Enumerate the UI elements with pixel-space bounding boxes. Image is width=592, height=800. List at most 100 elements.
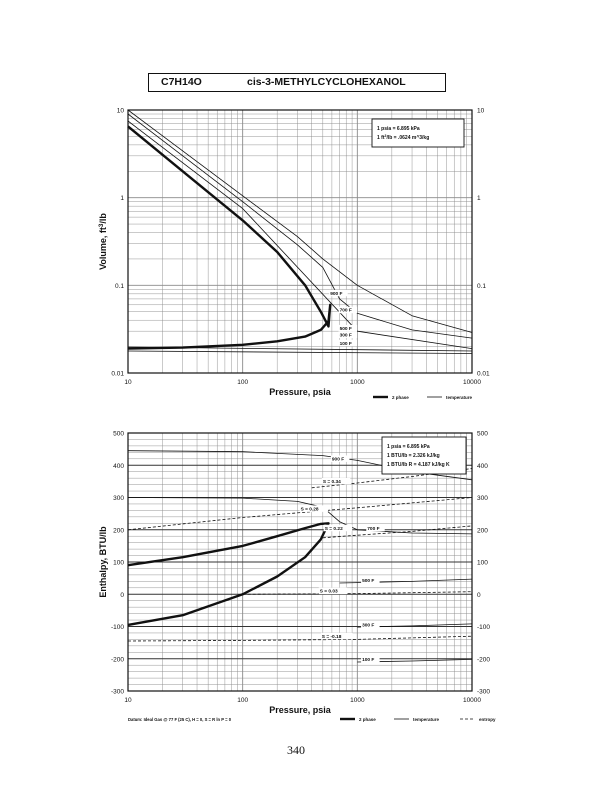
curve-label: S = 0.22 — [325, 526, 343, 532]
curve-label: 100 F — [362, 657, 374, 663]
x-tick-label: 10000 — [463, 697, 481, 704]
y-tick-label: -200 — [111, 656, 124, 663]
curve-label-bg — [338, 306, 358, 314]
curve-label-bg — [361, 576, 380, 584]
temperature-line — [127, 497, 473, 535]
y-tick-label: 400 — [113, 463, 124, 470]
y-tick-label: 0.1 — [115, 283, 124, 290]
grid — [128, 433, 472, 691]
y-tick-label: 300 — [113, 495, 124, 502]
curve-label: 500 F — [340, 326, 352, 332]
curve-label: 900 F — [332, 456, 344, 462]
x-axis-label: Pressure, psia — [269, 705, 332, 715]
page-number: 340 — [287, 743, 305, 757]
y-tick-label: 500 — [113, 431, 124, 438]
conversion-text: 1 psia = 6.895 kPa — [387, 444, 430, 450]
y-tick-label-right: 400 — [477, 463, 488, 470]
y-tick-label: -300 — [111, 689, 124, 696]
curve-label: 100 F — [340, 341, 352, 347]
y-tick-label: 200 — [113, 527, 124, 534]
temperature-line — [127, 113, 473, 339]
entropy-line — [242, 591, 473, 595]
curve-label: 900 F — [330, 291, 342, 297]
entropy-line — [127, 497, 473, 531]
curve-label: 500 F — [362, 578, 374, 584]
legend-label: entropy — [479, 717, 496, 722]
temperature-line — [127, 109, 473, 333]
curve-label-bg — [361, 656, 380, 663]
y-tick-label-right: -200 — [477, 656, 490, 663]
conversion-text: 1 ft3/lb = .0624 m^3/kg — [377, 134, 429, 141]
entropy-line — [322, 525, 473, 539]
two-phase-curve — [127, 522, 330, 627]
curve-label: S = 0.34 — [323, 479, 341, 485]
temperature-line — [127, 346, 473, 352]
curve-label-bg — [320, 632, 353, 640]
y-tick-label-right: 100 — [477, 560, 488, 567]
y-tick-label: 10 — [117, 108, 125, 115]
y-tick-label-right: 10 — [477, 108, 485, 115]
y-tick-label-right: 300 — [477, 495, 488, 502]
x-tick-label: 100 — [237, 697, 248, 704]
legend-label: 2 phase — [392, 395, 409, 400]
y-tick-label-right: -300 — [477, 689, 490, 696]
conversion-text: 1 BTU/lb = 2.326 kJ/kg — [387, 453, 440, 459]
datum-note: Datum: Ideal Gas @ 77 F (25 C), H = 0, S… — [128, 717, 232, 722]
x-tick-label: 10 — [124, 379, 132, 386]
y-tick-label-right: 200 — [477, 527, 488, 534]
x-tick-label: 100 — [237, 379, 248, 386]
curve-label: 300 F — [340, 333, 352, 339]
compound-name: cis-3-METHYLCYCLOHEXANOL — [247, 76, 406, 88]
grid — [128, 110, 472, 373]
curve-label-bg — [361, 621, 380, 628]
x-tick-label: 1000 — [350, 697, 365, 704]
y-tick-label: 0 — [120, 592, 124, 599]
y-tick-label-right: 500 — [477, 431, 488, 438]
x-tick-label: 10000 — [463, 379, 481, 386]
curve-label-bg — [299, 505, 328, 512]
y-tick-label: -100 — [111, 624, 124, 631]
y-tick-label-right: 1 — [477, 195, 481, 202]
curve-label: S = 0.28 — [301, 506, 319, 512]
y-tick-label-right: 0 — [477, 592, 481, 599]
curve-label-bg — [323, 524, 353, 532]
conversion-text: 1 BTU/lb R = 4.187 kJ/kg K — [387, 462, 450, 468]
two-phase-curve — [127, 125, 332, 350]
y-tick-label: 0.01 — [111, 371, 124, 378]
curve-label-bg — [321, 477, 351, 485]
x-tick-label: 1000 — [350, 379, 365, 386]
curve-label-bg — [329, 289, 348, 297]
entropy-line — [127, 635, 473, 642]
plot-frame — [127, 432, 473, 692]
curve-label-bg — [338, 339, 358, 347]
y-tick-label-right: -100 — [477, 624, 490, 631]
y-tick-label-right: 0.01 — [477, 371, 490, 378]
temperature-line — [339, 578, 473, 584]
legend-label: temperature — [446, 395, 473, 400]
curve-label-bg — [338, 324, 358, 332]
temperature-line — [127, 350, 473, 354]
curve-label-bg — [318, 587, 348, 595]
curve-label-bg — [330, 455, 350, 462]
legend-label: temperature — [413, 717, 440, 722]
curve-label-bg — [366, 524, 385, 532]
x-axis-label: Pressure, psia — [269, 387, 332, 397]
y-tick-label: 1 — [120, 195, 124, 202]
curve-label-bg — [338, 331, 358, 339]
curve-label: 300 F — [362, 623, 374, 629]
curve-label: 700 F — [367, 526, 379, 532]
y-axis-label: Volume, ft3/lb — [98, 213, 109, 270]
curve-label: S = -0.18 — [322, 634, 342, 640]
y-tick-label: 100 — [113, 560, 124, 567]
conversion-box — [371, 118, 465, 148]
compound-header: C7H14O cis-3-METHYLCYCLOHEXANOL — [148, 73, 446, 92]
enthalpy-chart: 10 100 1000 10000-300 -300-200 -200-100 -1000 0… — [98, 431, 496, 723]
conversion-text: 1 psia = 6.895 kPa — [377, 126, 420, 132]
curve-label: 700 F — [340, 308, 352, 314]
x-tick-label: 10 — [124, 697, 132, 704]
legend-label: 2 phase — [359, 717, 376, 722]
temperature-line — [127, 120, 473, 349]
y-tick-label-right: 0.1 — [477, 283, 486, 290]
